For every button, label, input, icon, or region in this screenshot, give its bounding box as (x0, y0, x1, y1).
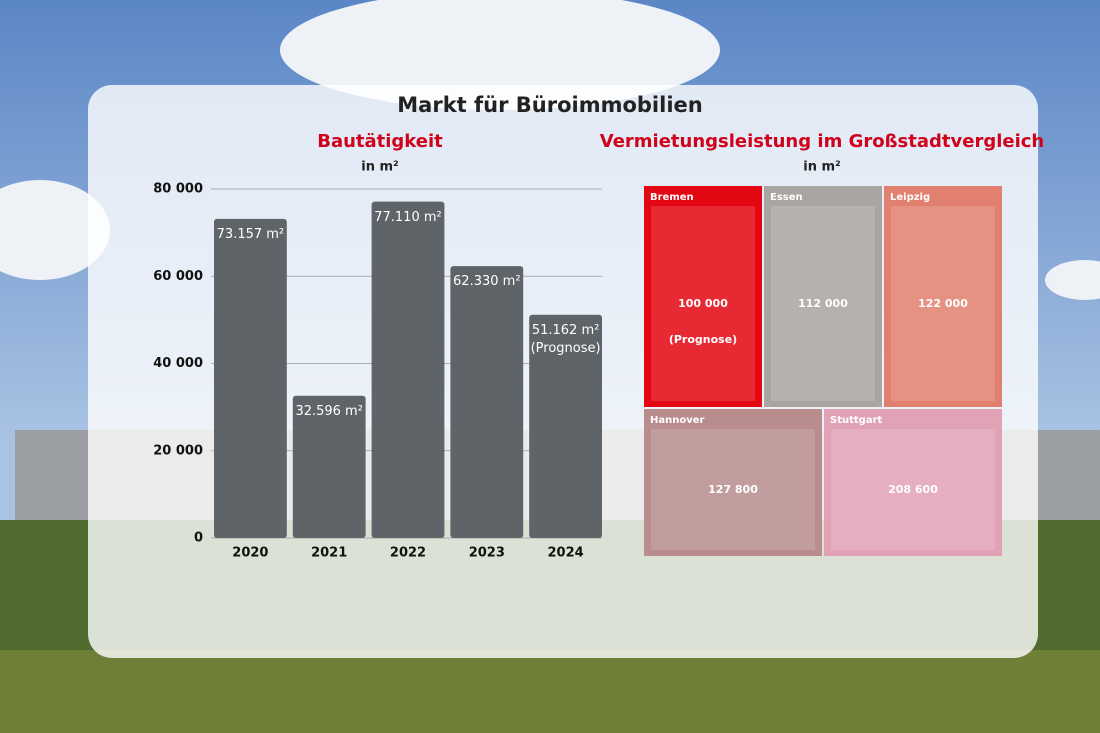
cloud (280, 0, 720, 110)
chart-title: Vermietungsleistung im Großstadtvergleic… (600, 131, 1045, 152)
x-tick-label: 2023 (469, 546, 505, 561)
cell-name: Bremen (650, 192, 694, 203)
x-tick-label: 2022 (390, 546, 426, 561)
chart-title: Bautätigkeit (317, 131, 443, 152)
y-tick-label: 20 000 (153, 443, 203, 458)
value-label: 100 000 (Prognose) (668, 296, 738, 346)
bar (450, 266, 524, 538)
value-label: 208 600 (888, 482, 938, 496)
cell-name: Hannover (650, 415, 705, 426)
bar (214, 218, 287, 538)
y-tick-label: 40 000 (153, 356, 203, 371)
value-label: 127 800 (708, 482, 758, 496)
treemap-cell (644, 186, 762, 407)
value-label: 62.330 m² (453, 274, 521, 290)
y-tick-label: 60 000 (153, 269, 203, 284)
x-tick-label: 2024 (548, 546, 584, 561)
value-label: 73.157 m² (216, 226, 285, 242)
value-label: 32.596 m² (295, 403, 363, 419)
treemap-inner (831, 429, 995, 550)
cloud (1045, 260, 1100, 300)
cell-name: Stuttgart (830, 415, 883, 426)
chart-subtitle: in m² (361, 160, 398, 175)
treemap-inner (891, 206, 995, 401)
treemap-cell (764, 186, 882, 407)
meadow (0, 650, 1100, 733)
value-label: 51.162 m² (Prognose) (530, 322, 601, 356)
treemap-cell (824, 409, 1002, 556)
cell-name: Leipzig (890, 192, 930, 203)
treemap-cell (884, 186, 1002, 407)
x-tick-label: 2021 (311, 546, 347, 561)
chart-subtitle: in m² (803, 160, 840, 175)
bar (371, 201, 445, 539)
y-tick-label: 0 (194, 531, 203, 546)
y-tick-label: 80 000 (153, 182, 203, 197)
value-label: 77.110 m² (374, 209, 442, 225)
treemap-cell (644, 409, 822, 556)
x-tick-label: 2020 (232, 546, 268, 561)
treemap-inner (651, 206, 755, 401)
value-label: 112 000 (798, 296, 848, 310)
cell-name: Essen (770, 192, 803, 203)
bar (529, 314, 602, 538)
main-title: Markt für Büroimmobilien (397, 93, 702, 117)
treemap-inner (771, 206, 875, 401)
treemap-inner (651, 429, 815, 550)
cloud (0, 180, 110, 280)
bar (292, 395, 366, 538)
value-label: 122 000 (918, 296, 968, 310)
